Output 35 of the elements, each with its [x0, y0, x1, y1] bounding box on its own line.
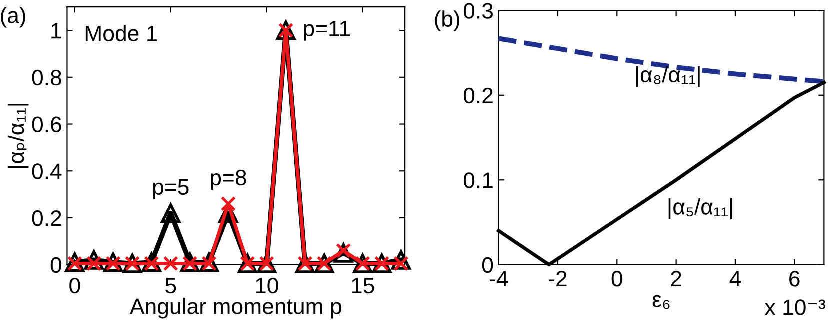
y-tick-label: 0.8 [32, 70, 62, 86]
y-tick-label: 1 [52, 23, 62, 39]
x-tick-label: 6 [790, 271, 800, 287]
annotation: p=8 [211, 170, 246, 190]
series-label: |α₅/α₁₁| [668, 198, 732, 220]
x-tick-label: 5 [166, 278, 176, 294]
y-tick-label: 0 [482, 257, 494, 274]
point [220, 196, 236, 212]
y-tick-label: 0 [50, 257, 62, 274]
text: x 10⁻³ [764, 300, 826, 316]
x-tick-label: -4 [490, 271, 508, 287]
y-tick-label: 0.6 [32, 116, 62, 133]
annotation: p=11 [304, 20, 350, 41]
y-tick-label: 0.1 [464, 172, 493, 188]
x-tick-label: 2 [671, 271, 682, 287]
x-tick-label: 15 [352, 278, 374, 294]
annotation: Mode 1 [86, 25, 158, 42]
point [161, 204, 181, 224]
y-tick-label: 0.3 [464, 3, 493, 19]
x-axis-title: Angular momentum p [130, 298, 342, 319]
series-label: |α₈/α₁₁| [636, 66, 700, 88]
x-tick-label: 10 [256, 278, 278, 294]
x-tick-label: 0 [612, 271, 622, 287]
y-axis-title: |αₚ/α₁₁| [8, 104, 29, 168]
annotation: p=5 [153, 180, 189, 200]
chart-title: (a) [1, 7, 26, 28]
y-tick-label: 0.2 [464, 88, 493, 104]
y-tick-label: 0.4 [32, 164, 62, 180]
x-axis-title: ε₆ [652, 295, 670, 310]
x-tick-label: -2 [549, 271, 567, 287]
point [163, 256, 179, 272]
x-tick-label: 4 [730, 271, 741, 287]
chart-title: (b) [435, 10, 460, 32]
y-tick-label: 0.2 [32, 210, 62, 226]
x-tick-label: 0 [70, 278, 80, 294]
